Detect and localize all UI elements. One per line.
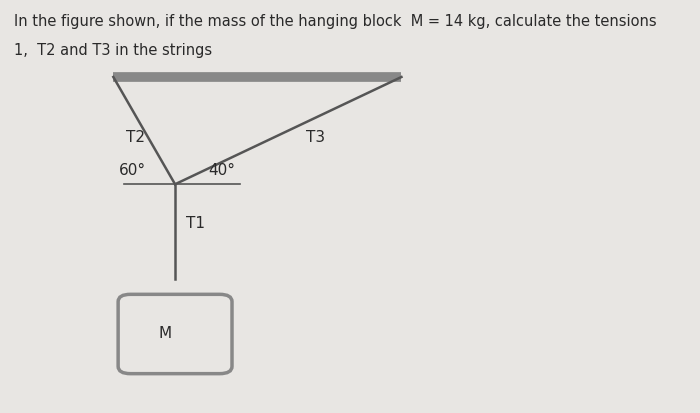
Text: 40°: 40° (208, 163, 235, 178)
Text: T2: T2 (126, 130, 145, 145)
Text: T3: T3 (306, 130, 326, 145)
Text: M: M (158, 327, 172, 342)
Text: In the figure shown, if the mass of the hanging block  M = 14 kg, calculate the : In the figure shown, if the mass of the … (14, 14, 657, 29)
FancyBboxPatch shape (118, 294, 232, 374)
Text: T1: T1 (186, 216, 205, 231)
Text: 1,  T2 and T3 in the strings: 1, T2 and T3 in the strings (14, 43, 212, 57)
Text: 60°: 60° (119, 163, 146, 178)
